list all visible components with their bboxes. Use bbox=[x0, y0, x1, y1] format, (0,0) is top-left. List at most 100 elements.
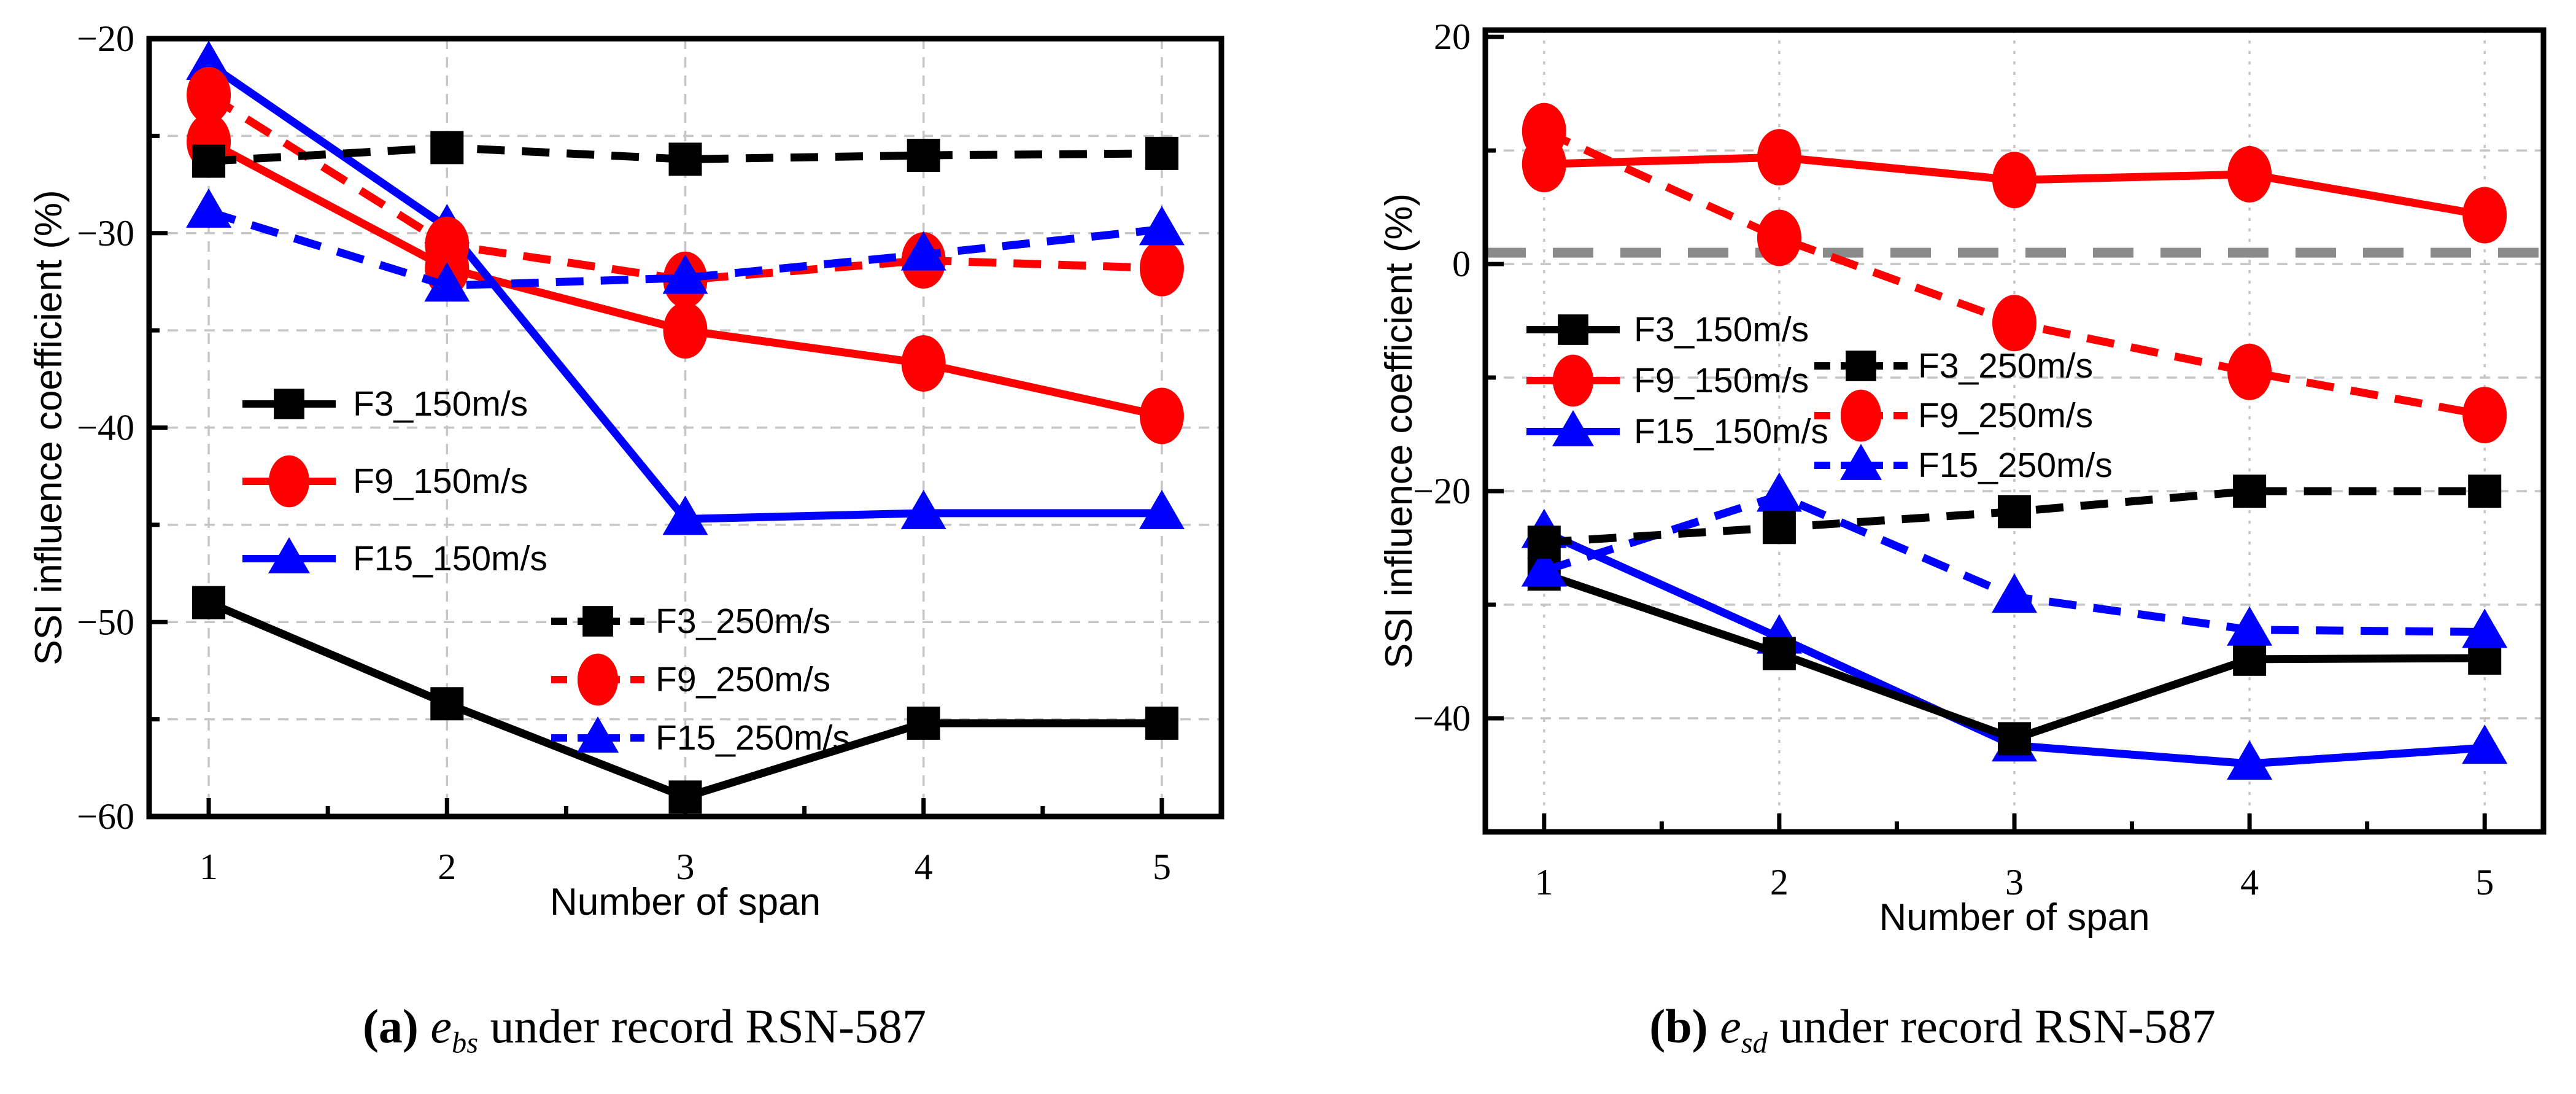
series-F9-150m-s bbox=[1522, 129, 2507, 244]
legend-label: F9_150m/s bbox=[353, 462, 528, 501]
data-point-marker bbox=[2468, 475, 2502, 508]
legend-entry-F9-250m-s: F9_250m/s bbox=[551, 653, 830, 706]
data-point-marker bbox=[1762, 511, 1796, 545]
series-F9-250m-s bbox=[1522, 103, 2507, 444]
data-point-marker bbox=[2462, 724, 2508, 764]
y-tick-label: −40 bbox=[77, 408, 134, 448]
y-axis-title: SSI influence coefficient (%) bbox=[1378, 193, 1420, 669]
data-point-marker bbox=[192, 144, 226, 178]
data-point-marker bbox=[2227, 606, 2273, 646]
data-point-marker bbox=[2462, 387, 2507, 444]
legend-label: F3_250m/s bbox=[656, 602, 830, 641]
legend-group-1: F3_150m/s F9_150m/s F15_150m/s bbox=[1526, 310, 1828, 451]
series-F3-250m-s bbox=[1527, 475, 2502, 559]
data-point-marker bbox=[430, 687, 464, 721]
legend-entry-F9-250m-s: F9_250m/s bbox=[1814, 389, 2093, 442]
data-point-marker bbox=[900, 231, 946, 271]
data-point-marker bbox=[192, 586, 226, 619]
data-point-marker bbox=[1998, 722, 2031, 756]
y-tick-label: −20 bbox=[1413, 471, 1471, 511]
series-F15-250m-s bbox=[186, 188, 1185, 302]
legend-entry-F3-250m-s: F3_250m/s bbox=[1814, 346, 2093, 386]
y-tick-label: −30 bbox=[77, 213, 134, 254]
data-point-marker bbox=[1139, 387, 1184, 444]
legend-entry-F3-150m-s: F3_150m/s bbox=[242, 384, 528, 424]
data-point-marker bbox=[1527, 526, 1561, 559]
y-tick-label: −50 bbox=[77, 602, 134, 642]
legend-sample-marker bbox=[1839, 444, 1882, 480]
data-point-marker bbox=[1139, 239, 1184, 297]
y-tick-label: 0 bbox=[1452, 244, 1471, 284]
y-tick-label: −40 bbox=[1413, 698, 1471, 739]
legend-sample-marker bbox=[1558, 314, 1588, 345]
legend-label: F3_150m/s bbox=[1634, 310, 1809, 349]
panel-b: 1 2 3 4 5 20 0 −20 −40 Number of span SSI influenc… bbox=[1378, 17, 2547, 939]
legend-label: F15_250m/s bbox=[656, 718, 850, 758]
caption-a-subscript: bs bbox=[452, 1026, 479, 1060]
data-point-marker bbox=[430, 131, 464, 165]
data-point-marker bbox=[1521, 547, 1567, 587]
legend-entry-F15-150m-s: F15_150m/s bbox=[1526, 410, 1828, 451]
legend-sample-marker bbox=[1840, 389, 1882, 442]
data-point-marker bbox=[1992, 573, 2037, 613]
data-point-marker bbox=[2227, 145, 2272, 203]
data-point-marker bbox=[1757, 209, 1801, 266]
x-axis-title: Number of span bbox=[1879, 896, 2149, 939]
data-point-marker bbox=[1139, 489, 1185, 529]
data-point-marker bbox=[668, 142, 702, 176]
caption-a-symbol: e bbox=[430, 999, 452, 1053]
legend-sample-marker bbox=[1846, 351, 1876, 381]
data-point-marker bbox=[2462, 608, 2508, 648]
data-point-marker bbox=[1992, 295, 2036, 352]
y-tick-label: 20 bbox=[1434, 17, 1471, 57]
caption-b-text: under record RSN-587 bbox=[1767, 999, 2216, 1053]
x-tick-label: 2 bbox=[1770, 862, 1789, 902]
data-point-marker bbox=[425, 216, 470, 273]
legend-entry-F15-150m-s: F15_150m/s bbox=[242, 537, 547, 578]
caption-b-index: (b) bbox=[1649, 999, 1720, 1053]
legend-entry-F9-150m-s: F9_150m/s bbox=[242, 455, 528, 508]
data-point-marker bbox=[1145, 706, 1178, 740]
data-point-marker bbox=[663, 302, 708, 359]
x-axis-title: Number of span bbox=[550, 881, 821, 923]
data-point-marker bbox=[186, 188, 232, 228]
data-point-marker bbox=[1992, 152, 2036, 209]
y-tick-label: −20 bbox=[77, 18, 134, 59]
data-point-marker bbox=[900, 489, 946, 529]
legend-label: F3_250m/s bbox=[1918, 346, 2093, 386]
caption-panel-b: (b) esd under record RSN-587 bbox=[1289, 990, 2576, 1063]
data-point-marker bbox=[907, 139, 940, 173]
legend-sample-marker bbox=[268, 455, 310, 508]
legend-entry-F15-250m-s: F15_250m/s bbox=[551, 716, 850, 758]
legend-entry-F15-250m-s: F15_250m/s bbox=[1814, 444, 2113, 485]
caption-b-symbol: e bbox=[1720, 999, 1741, 1053]
y-tick-label: −60 bbox=[77, 796, 134, 837]
panel-a: 1 2 3 4 5 −20 −30 −40 −50 −60 Number of span SSI in… bbox=[28, 18, 1224, 923]
data-point-marker bbox=[662, 254, 708, 294]
legend-entry-F3-250m-s: F3_250m/s bbox=[551, 602, 830, 641]
series-F3-250m-s bbox=[192, 131, 1178, 178]
data-point-marker bbox=[2227, 343, 2272, 400]
legend-entry-F9-150m-s: F9_150m/s bbox=[1526, 354, 1809, 407]
legend-label: F15_150m/s bbox=[1634, 412, 1828, 451]
legend-sample-marker bbox=[576, 716, 619, 753]
data-point-marker bbox=[1522, 103, 1566, 160]
data-point-marker bbox=[1145, 136, 1178, 170]
data-point-marker bbox=[1762, 637, 1796, 670]
x-tick-label: 3 bbox=[676, 847, 695, 887]
legend-label: F9_250m/s bbox=[656, 660, 830, 699]
data-point-marker bbox=[2462, 187, 2507, 244]
legend-sample-marker bbox=[1552, 354, 1594, 407]
x-tick-label: 1 bbox=[1535, 862, 1553, 902]
caption-a-text: under record RSN-587 bbox=[478, 999, 927, 1053]
caption-b-subscript: sd bbox=[1741, 1026, 1768, 1060]
series-F15-250m-s bbox=[1521, 472, 2508, 648]
legend-label: F15_150m/s bbox=[353, 539, 547, 578]
x-tick-label: 1 bbox=[199, 847, 218, 887]
series-line bbox=[208, 143, 1162, 166]
y-axis-title: SSI influence coefficient (%) bbox=[28, 190, 70, 665]
legend-label: F3_150m/s bbox=[353, 384, 528, 424]
series-line bbox=[206, 91, 1162, 284]
data-point-marker bbox=[424, 262, 470, 302]
